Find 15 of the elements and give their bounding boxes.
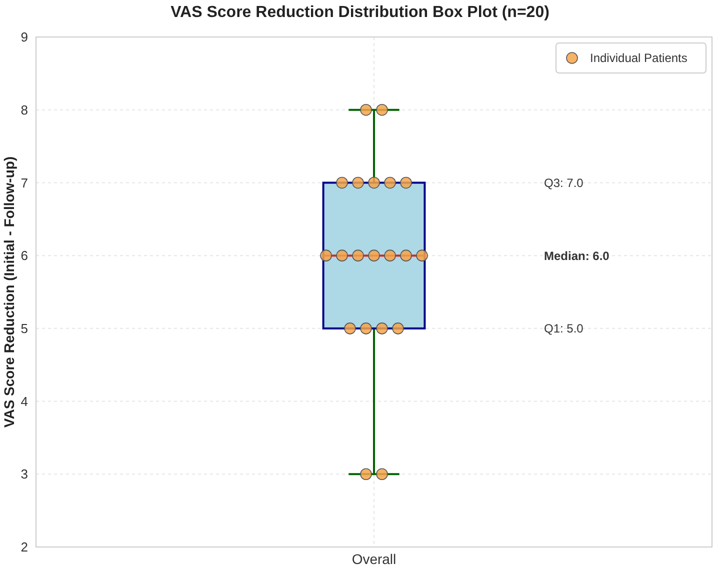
- x-tick-label: Overall: [352, 551, 396, 567]
- annotation: Median: 6.0: [544, 248, 610, 263]
- chart-title: VAS Score Reduction Distribution Box Plot (n=20): [170, 4, 550, 21]
- y-tick-label: 5: [20, 320, 28, 336]
- y-tick-label: 9: [20, 30, 28, 45]
- annotation: Q3: 7.0: [544, 176, 584, 190]
- legend-label: Individual Patients: [590, 51, 688, 66]
- y-tick-label: 8: [20, 102, 28, 118]
- y-tick-label: 4: [20, 394, 28, 409]
- y-tick-label: 2: [20, 540, 28, 555]
- y-tick-label: 7: [20, 175, 28, 190]
- y-axis-title: VAS Score Reduction (Initial - Follow-up): [1, 156, 17, 428]
- y-tick-label: 6: [20, 248, 28, 264]
- y-tick-label: 3: [20, 466, 28, 482]
- annotation: Q1: 5.0: [544, 322, 584, 336]
